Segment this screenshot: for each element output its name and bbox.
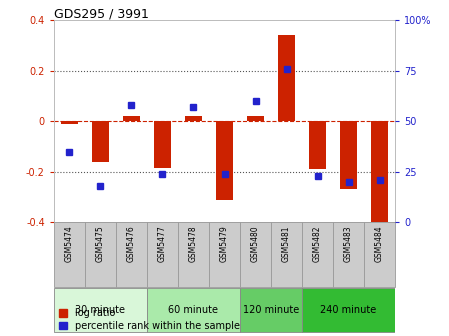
Text: GSM5480: GSM5480 xyxy=(251,225,260,262)
Bar xyxy=(309,121,326,169)
Text: GSM5478: GSM5478 xyxy=(189,225,198,262)
Bar xyxy=(147,288,240,332)
Text: GSM5474: GSM5474 xyxy=(65,225,74,262)
Bar xyxy=(240,288,302,332)
Bar xyxy=(247,116,264,121)
Bar xyxy=(216,121,233,200)
Text: GSM5481: GSM5481 xyxy=(282,225,291,262)
Bar xyxy=(340,121,357,190)
Bar xyxy=(302,222,333,287)
Bar xyxy=(278,35,295,121)
Bar xyxy=(92,121,109,162)
Bar xyxy=(61,121,78,124)
Bar xyxy=(209,222,240,287)
Text: GSM5482: GSM5482 xyxy=(313,225,322,262)
Bar xyxy=(371,121,388,222)
Text: GSM5483: GSM5483 xyxy=(344,225,353,262)
Bar xyxy=(333,222,364,287)
Text: 30 minute: 30 minute xyxy=(75,305,125,314)
Text: 120 minute: 120 minute xyxy=(243,305,299,314)
Bar xyxy=(240,222,271,287)
Bar xyxy=(54,288,147,332)
Bar xyxy=(364,222,395,287)
Bar xyxy=(123,116,140,121)
Text: 60 minute: 60 minute xyxy=(168,305,219,314)
Text: 240 minute: 240 minute xyxy=(321,305,377,314)
Text: GSM5476: GSM5476 xyxy=(127,225,136,262)
Bar xyxy=(178,222,209,287)
Legend: log ratio, percentile rank within the sample: log ratio, percentile rank within the sa… xyxy=(59,308,240,331)
Bar xyxy=(85,222,116,287)
Bar xyxy=(116,222,147,287)
Text: GSM5475: GSM5475 xyxy=(96,225,105,262)
Bar xyxy=(185,116,202,121)
Bar xyxy=(271,222,302,287)
Bar xyxy=(154,121,171,168)
Text: GDS295 / 3991: GDS295 / 3991 xyxy=(54,7,149,20)
Bar xyxy=(54,222,85,287)
Bar xyxy=(147,222,178,287)
Bar xyxy=(302,288,395,332)
Text: GSM5484: GSM5484 xyxy=(375,225,384,262)
Text: GSM5479: GSM5479 xyxy=(220,225,229,262)
Text: GSM5477: GSM5477 xyxy=(158,225,167,262)
